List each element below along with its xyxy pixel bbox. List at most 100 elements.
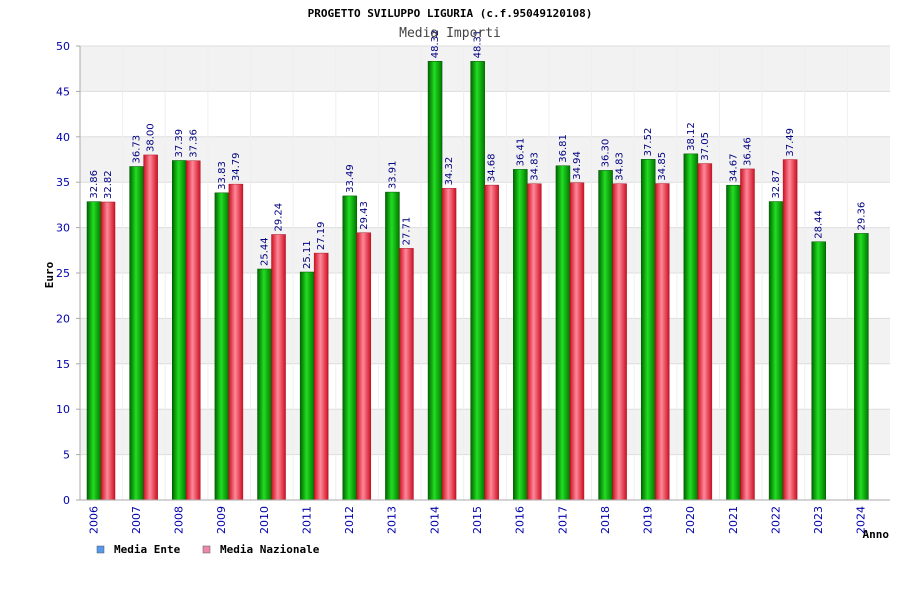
x-tick-label-2021: 2021 [727, 506, 740, 534]
chart-title: PROGETTO SVILUPPO LIGURIA (c.f.950491201… [308, 7, 593, 20]
grid-band [80, 91, 890, 137]
value-label-media-nazionale-2016: 34.83 [529, 152, 540, 181]
x-tick-label-2014: 2014 [428, 506, 441, 534]
bar-media-ente-2017 [555, 165, 571, 501]
y-tick-label: 50 [56, 40, 70, 53]
value-label-media-ente-2023: 28.44 [814, 210, 825, 239]
x-tick-label-2007: 2007 [130, 506, 143, 534]
x-tick-label-2020: 2020 [684, 506, 697, 534]
x-tick-label-2024: 2024 [855, 506, 868, 534]
bar-media-nazionale-2012 [356, 232, 372, 501]
x-tick-label-2023: 2023 [812, 506, 825, 534]
x-tick-label-2019: 2019 [642, 506, 655, 534]
y-tick-label: 10 [56, 403, 70, 416]
legend-label-media-ente: Media Ente [114, 543, 181, 556]
value-label-media-nazionale-2018: 34.83 [615, 152, 626, 181]
value-label-media-nazionale-2022: 37.49 [785, 128, 796, 157]
x-tick-label-2008: 2008 [173, 506, 186, 534]
legend: Media Ente Media Nazionale [96, 543, 320, 556]
bar-media-nazionale-2008 [186, 160, 201, 501]
bar-media-ente-2010 [257, 268, 272, 501]
bar-media-nazionale-2009 [228, 183, 244, 501]
value-label-media-nazionale-2009: 34.79 [231, 152, 242, 181]
y-tick-labels: 0 5 10 15 20 25 30 35 40 45 50 [56, 40, 70, 507]
value-label-media-ente-2012: 33.49 [345, 164, 356, 193]
x-tick-labels: 2006 2007 2008 2009 2010 2011 2012 2013 2014 2015… [87, 506, 867, 534]
y-tick-label: 5 [63, 449, 70, 462]
legend-swatch-media-nazionale [202, 545, 211, 554]
bar-media-ente-2016 [513, 169, 528, 501]
bar-media-ente-2018 [598, 170, 613, 501]
chart-subtitle: Media Importi [399, 26, 501, 41]
x-tick-label-2015: 2015 [471, 506, 484, 534]
x-tick-label-2009: 2009 [215, 506, 228, 534]
value-label-media-ente-2015: 48.31 [473, 30, 484, 59]
bar-media-nazionale-2022 [782, 159, 798, 501]
bar-media-nazionale-2020 [697, 163, 713, 501]
bar-media-ente-2012 [342, 195, 358, 501]
y-tick-label: 35 [56, 176, 70, 189]
bar-media-ente-2013 [385, 191, 400, 501]
value-label-media-nazionale-2007: 38.00 [146, 123, 157, 152]
value-label-media-nazionale-2013: 27.71 [401, 217, 412, 246]
y-tick-label: 25 [56, 267, 70, 280]
x-tick-label-2016: 2016 [514, 506, 527, 534]
y-tick-label: 0 [63, 494, 70, 507]
value-label-media-nazionale-2015: 34.68 [487, 153, 498, 182]
bar-media-nazionale-2011 [313, 252, 329, 501]
bar-media-ente-2024 [854, 233, 869, 501]
x-tick-label-2013: 2013 [386, 506, 399, 534]
legend-label-media-nazionale: Media Nazionale [220, 543, 320, 556]
legend-swatch-media-ente [96, 545, 105, 554]
bar-media-nazionale-2015 [484, 184, 499, 501]
grid-band [80, 136, 890, 183]
bar-media-ente-2008 [172, 160, 187, 501]
value-label-media-nazionale-2012: 29.43 [359, 201, 370, 230]
bar-media-ente-2019 [640, 159, 656, 501]
value-label-media-ente-2021: 34.67 [728, 154, 739, 183]
x-tick-label-2018: 2018 [599, 506, 612, 534]
value-label-media-ente-2014: 48.32 [430, 30, 441, 59]
x-tick-label-2022: 2022 [769, 506, 782, 534]
bar-media-nazionale-2018 [612, 183, 627, 501]
value-label-media-ente-2008: 37.39 [174, 129, 185, 158]
y-tick-label: 20 [56, 312, 70, 325]
value-label-media-ente-2019: 37.52 [643, 128, 654, 157]
value-label-media-nazionale-2017: 34.94 [572, 151, 583, 180]
bar-media-nazionale-2006 [100, 201, 116, 501]
y-tick-label: 15 [56, 358, 70, 371]
value-label-media-ente-2017: 36.81 [558, 134, 569, 163]
bar-media-nazionale-2019 [654, 183, 670, 501]
bar-media-ente-2022 [768, 201, 784, 501]
bar-media-ente-2006 [86, 201, 102, 501]
value-label-media-nazionale-2006: 32.82 [103, 170, 114, 199]
bar-media-nazionale-2017 [569, 182, 585, 501]
x-tick-label-2010: 2010 [258, 506, 271, 534]
bar-media-nazionale-2007 [143, 154, 158, 501]
value-label-media-ente-2013: 33.91 [387, 160, 398, 189]
y-tick-label: 30 [56, 222, 70, 235]
value-label-media-nazionale-2008: 37.36 [188, 129, 199, 158]
value-label-media-ente-2011: 25.11 [302, 240, 313, 269]
bar-media-nazionale-2021 [740, 168, 755, 501]
bar-media-nazionale-2010 [271, 234, 286, 501]
value-label-media-ente-2010: 25.44 [260, 237, 271, 266]
value-label-media-nazionale-2019: 34.85 [657, 152, 668, 181]
value-label-media-ente-2006: 32.86 [89, 170, 100, 199]
x-tick-label-2012: 2012 [343, 506, 356, 534]
y-axis-label: Euro [43, 261, 56, 288]
value-label-media-nazionale-2010: 29.24 [274, 203, 285, 232]
bar-media-ente-2023 [811, 241, 826, 501]
axes [79, 46, 890, 501]
bar-media-ente-2021 [726, 184, 741, 501]
bar-media-nazionale-2016 [527, 183, 542, 501]
value-label-media-ente-2007: 36.73 [132, 135, 143, 164]
value-label-media-ente-2020: 38.12 [686, 122, 697, 151]
x-tick-label-2017: 2017 [556, 506, 569, 534]
bar-media-ente-2014 [427, 61, 443, 501]
value-label-media-nazionale-2021: 36.46 [742, 137, 753, 166]
value-label-media-ente-2022: 32.87 [771, 170, 782, 199]
x-tick-label-2006: 2006 [87, 506, 100, 534]
bar-media-ente-2020 [683, 153, 699, 501]
